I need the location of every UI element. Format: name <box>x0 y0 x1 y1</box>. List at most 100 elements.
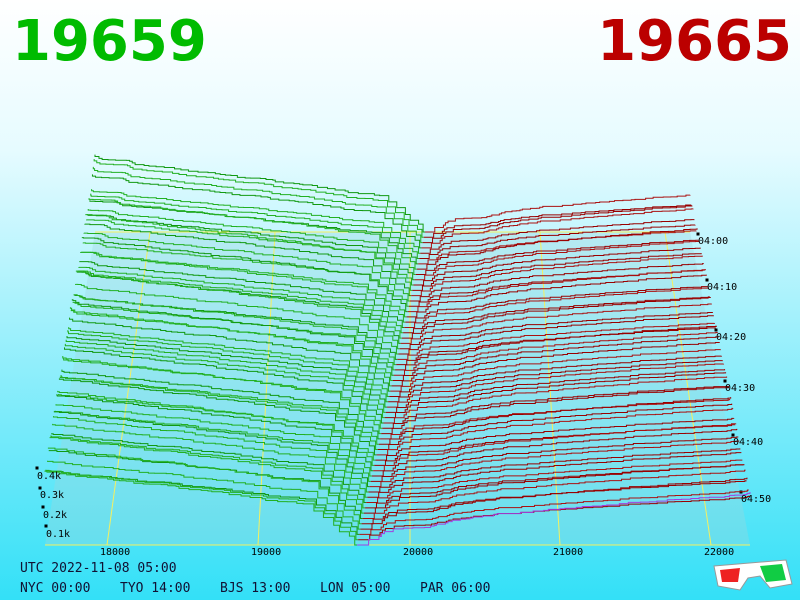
bid-slice <box>90 193 420 260</box>
marker <box>696 232 700 236</box>
ask-slice <box>421 208 694 249</box>
bid-slice <box>66 335 387 408</box>
city-clock: BJS 13:00 <box>220 581 290 596</box>
bid-slice <box>80 251 406 323</box>
marker <box>723 379 727 383</box>
ask-slice <box>423 204 692 238</box>
price-label: 21000 <box>553 547 583 558</box>
ask-slice <box>413 247 701 286</box>
price-label: 22000 <box>704 547 734 558</box>
ask-slice <box>363 464 745 514</box>
time-label: 04:30 <box>725 383 755 394</box>
grid-line <box>106 231 151 546</box>
ask-slice <box>414 240 700 281</box>
ask-slice <box>368 448 741 493</box>
grid-line <box>539 231 561 546</box>
ask-slice <box>376 407 734 456</box>
ask-slice <box>404 287 709 328</box>
bid-slice <box>68 327 390 397</box>
ask-slice <box>384 372 727 419</box>
bid-slice <box>88 198 417 270</box>
floor-grid <box>35 231 750 546</box>
marker <box>44 524 48 528</box>
bid-slice <box>69 307 392 387</box>
bid-slice <box>56 394 374 472</box>
ask-slice <box>415 239 699 275</box>
ask-slice <box>412 253 702 291</box>
bid-slice <box>94 154 425 233</box>
bid-slice <box>65 339 386 413</box>
ask-slice <box>407 269 706 313</box>
ask-slice <box>392 336 719 382</box>
ask-slice <box>425 194 691 233</box>
ask-slice <box>396 327 716 366</box>
depth-label: 0.2k <box>43 510 67 521</box>
ask-slice <box>366 459 743 504</box>
bid-slice <box>77 270 402 339</box>
marker <box>38 486 42 490</box>
ask-slice <box>397 322 715 360</box>
bid-slice <box>52 416 369 493</box>
ask-slice <box>419 224 696 260</box>
city-clock: TYO 14:00 <box>120 581 190 596</box>
bid-slice <box>47 447 362 525</box>
ask-slice <box>362 469 746 519</box>
price-label: 19000 <box>251 547 281 558</box>
time-label: 04:40 <box>733 437 763 448</box>
bid-slice <box>52 423 368 498</box>
ask-slice <box>422 205 693 244</box>
bid-slice <box>79 261 405 328</box>
bid-slice <box>71 299 394 376</box>
ask-slice <box>383 376 728 424</box>
ask-slice <box>370 436 739 482</box>
ask-slice <box>378 397 732 445</box>
ask-slice <box>411 255 703 297</box>
bid-slice <box>78 266 404 334</box>
order-book-slices <box>44 154 751 546</box>
bid-slice <box>54 410 371 482</box>
bid-slice <box>69 317 391 392</box>
ask-slice <box>398 315 714 355</box>
marker <box>731 433 735 437</box>
time-label: 04:20 <box>716 332 746 343</box>
ask-slice <box>406 274 707 318</box>
ask-slice <box>360 477 748 530</box>
ask-slice <box>393 331 718 376</box>
bid-slice <box>81 237 408 313</box>
ask-slice <box>389 355 723 397</box>
bid-slice <box>80 251 407 318</box>
ask-slice <box>390 349 722 392</box>
time-label: 04:50 <box>741 494 771 505</box>
bid-slice <box>86 213 415 281</box>
bid-slice <box>73 294 397 366</box>
bid-slice <box>63 347 384 424</box>
price-label: 20000 <box>403 547 433 558</box>
bid-slice <box>84 223 412 297</box>
bid-slice <box>57 390 375 466</box>
bid-slice <box>59 376 378 451</box>
bid-slice <box>47 460 361 530</box>
bid-slice <box>92 166 423 244</box>
time-label: 04:00 <box>698 236 728 247</box>
ask-slice <box>373 423 737 472</box>
ask-slice <box>388 360 724 403</box>
ask-slice <box>410 262 704 302</box>
marker <box>35 466 39 470</box>
depth-label: 0.3k <box>40 490 64 501</box>
3d-glasses-button[interactable] <box>713 559 793 591</box>
marker <box>714 328 718 332</box>
ask-slice <box>377 403 733 451</box>
bid-slice <box>75 270 400 350</box>
ask-slice <box>357 492 751 546</box>
bid-slice <box>87 209 416 275</box>
floor <box>45 232 750 545</box>
ask-slice <box>401 297 711 339</box>
grid-line <box>257 231 276 546</box>
city-clock: PAR 06:00 <box>420 581 490 596</box>
bid-slice <box>64 343 385 419</box>
bid-price: 19659 <box>12 9 207 74</box>
ask-slice <box>403 296 710 334</box>
bid-slice <box>61 369 381 440</box>
time-label: 04:10 <box>707 282 737 293</box>
